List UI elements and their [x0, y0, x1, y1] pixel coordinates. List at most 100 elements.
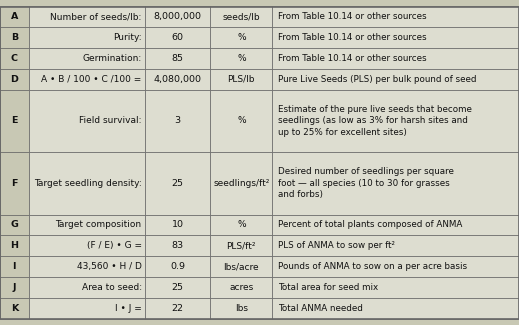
Text: Target composition: Target composition	[56, 220, 142, 229]
Text: Area to seed:: Area to seed:	[81, 283, 142, 292]
Bar	[0, 6, 29, 27]
Bar	[272, 48, 519, 69]
Bar	[29, 256, 145, 277]
Bar	[210, 277, 272, 298]
Text: Total ANMA needed: Total ANMA needed	[278, 304, 363, 313]
Bar	[145, 298, 210, 318]
Text: 60: 60	[172, 33, 184, 42]
Text: Purity:: Purity:	[113, 33, 142, 42]
Bar	[0, 214, 29, 235]
Text: 25: 25	[172, 283, 184, 292]
Text: %: %	[237, 54, 245, 63]
Text: 25: 25	[172, 179, 184, 188]
Text: 22: 22	[172, 304, 184, 313]
Bar	[145, 256, 210, 277]
Bar	[210, 235, 272, 256]
Bar	[145, 214, 210, 235]
Text: A • B / 100 • C /100 =: A • B / 100 • C /100 =	[42, 75, 142, 84]
Bar	[272, 214, 519, 235]
Text: I: I	[12, 262, 16, 271]
Bar	[272, 69, 519, 90]
Text: From Table 10.14 or other sources: From Table 10.14 or other sources	[278, 33, 426, 42]
Bar	[145, 48, 210, 69]
Bar	[0, 27, 29, 48]
Bar	[272, 90, 519, 152]
Bar	[145, 69, 210, 90]
Text: %: %	[237, 116, 245, 125]
Text: Estimate of the pure live seeds that become
seedlings (as low as 3% for harsh si: Estimate of the pure live seeds that bec…	[278, 105, 472, 137]
Text: Number of seeds/lb:: Number of seeds/lb:	[50, 12, 142, 21]
Bar	[0, 152, 29, 215]
Text: K: K	[11, 304, 18, 313]
Bar	[145, 27, 210, 48]
Text: From Table 10.14 or other sources: From Table 10.14 or other sources	[278, 12, 426, 21]
Text: From Table 10.14 or other sources: From Table 10.14 or other sources	[278, 54, 426, 63]
Bar	[272, 298, 519, 318]
Bar	[0, 256, 29, 277]
Bar	[210, 48, 272, 69]
Bar	[29, 69, 145, 90]
Text: %: %	[237, 220, 245, 229]
Text: seedlings/ft²: seedlings/ft²	[213, 179, 269, 188]
Text: H: H	[10, 241, 18, 250]
Bar	[272, 235, 519, 256]
Bar	[0, 235, 29, 256]
Text: PLS/lb: PLS/lb	[228, 75, 255, 84]
Bar	[272, 27, 519, 48]
Bar	[29, 90, 145, 152]
Bar	[29, 48, 145, 69]
Bar	[145, 152, 210, 215]
Bar	[29, 235, 145, 256]
Text: G: G	[10, 220, 18, 229]
Text: 83: 83	[172, 241, 184, 250]
Bar	[210, 90, 272, 152]
Bar	[210, 6, 272, 27]
Bar	[29, 298, 145, 318]
Text: F: F	[11, 179, 18, 188]
Text: lbs/acre: lbs/acre	[224, 262, 259, 271]
Text: J: J	[12, 283, 16, 292]
Bar	[210, 152, 272, 215]
Text: B: B	[11, 33, 18, 42]
Text: Target seedling density:: Target seedling density:	[34, 179, 142, 188]
Text: 43,560 • H / D: 43,560 • H / D	[77, 262, 142, 271]
Text: Pure Live Seeds (PLS) per bulk pound of seed: Pure Live Seeds (PLS) per bulk pound of …	[278, 75, 476, 84]
Text: lbs: lbs	[235, 304, 248, 313]
Text: Percent of total plants composed of ANMA: Percent of total plants composed of ANMA	[278, 220, 462, 229]
Bar	[272, 277, 519, 298]
Bar	[29, 277, 145, 298]
Text: E: E	[11, 116, 18, 125]
Bar	[272, 6, 519, 27]
Bar	[210, 214, 272, 235]
Bar	[29, 152, 145, 215]
Bar	[29, 27, 145, 48]
Bar	[210, 27, 272, 48]
Bar	[210, 69, 272, 90]
Bar	[272, 256, 519, 277]
Text: PLS of ANMA to sow per ft²: PLS of ANMA to sow per ft²	[278, 241, 394, 250]
Bar	[145, 277, 210, 298]
Bar	[210, 256, 272, 277]
Bar	[145, 6, 210, 27]
Text: 3: 3	[175, 116, 181, 125]
Text: seeds/lb: seeds/lb	[223, 12, 260, 21]
Text: (F / E) • G =: (F / E) • G =	[87, 241, 142, 250]
Text: A: A	[10, 12, 18, 21]
Bar	[210, 298, 272, 318]
Bar	[29, 214, 145, 235]
Text: 85: 85	[172, 54, 184, 63]
Text: Desired number of seedlings per square
foot — all species (10 to 30 for grasses
: Desired number of seedlings per square f…	[278, 167, 454, 199]
Bar	[0, 90, 29, 152]
Bar	[0, 298, 29, 318]
Text: Pounds of ANMA to sow on a per acre basis: Pounds of ANMA to sow on a per acre basi…	[278, 262, 467, 271]
Text: 8,000,000: 8,000,000	[154, 12, 202, 21]
Text: 10: 10	[172, 220, 184, 229]
Bar	[0, 48, 29, 69]
Bar	[272, 152, 519, 215]
Text: Germination:: Germination:	[83, 54, 142, 63]
Text: acres: acres	[229, 283, 253, 292]
Text: %: %	[237, 33, 245, 42]
Text: I • J =: I • J =	[115, 304, 142, 313]
Bar	[0, 69, 29, 90]
Text: 4,080,000: 4,080,000	[154, 75, 202, 84]
